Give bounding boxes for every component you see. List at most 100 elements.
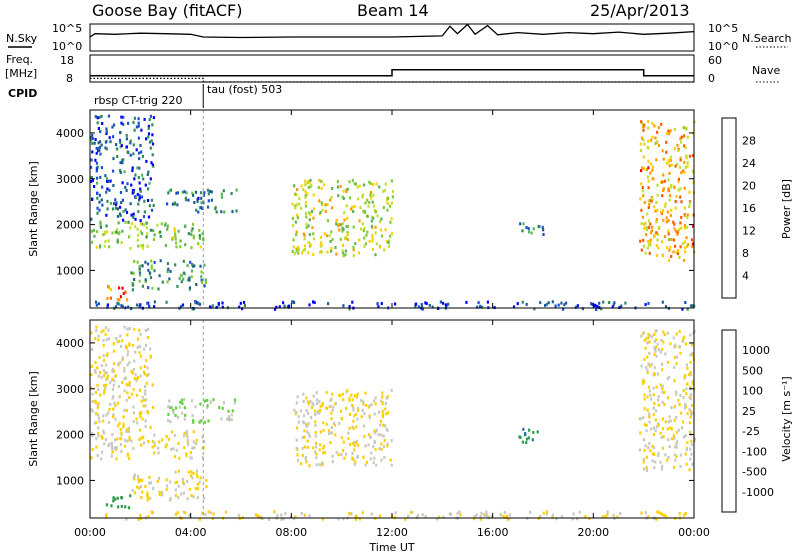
power-cell [119, 171, 122, 174]
power-cell [104, 230, 107, 234]
power-cell [372, 183, 375, 186]
power-cell [199, 245, 202, 249]
power-cell [653, 205, 656, 209]
power-cell [147, 171, 150, 175]
velocity-cell [315, 456, 318, 460]
velocity-cell [473, 514, 476, 518]
power-cell [91, 141, 94, 145]
power-cell [642, 125, 645, 129]
power-cell [442, 301, 445, 305]
velocity-cell [144, 385, 147, 388]
power-cell [230, 192, 233, 195]
velocity-cell [191, 476, 194, 480]
power-cell [447, 302, 450, 306]
power-cell [385, 240, 389, 243]
velocity-cell [205, 478, 208, 482]
velocity-cell [578, 510, 581, 514]
power-cell [184, 196, 187, 200]
power-cell [665, 150, 668, 154]
velocity-cell [194, 405, 197, 409]
power-cell [677, 149, 680, 152]
velocity-cell [654, 349, 657, 353]
velocity-cell [536, 430, 539, 434]
power-cell [655, 231, 658, 235]
velocity-cell [137, 474, 140, 478]
power-cell [297, 245, 300, 249]
velocity-cell [381, 391, 384, 395]
velocity-cell [480, 511, 483, 515]
power-cell [136, 192, 139, 196]
velocity-cell [131, 371, 134, 375]
velocity-cell [345, 452, 348, 456]
velocity-cell [147, 372, 150, 376]
velocity-cell [647, 385, 651, 389]
velocity-cell [383, 438, 386, 442]
velocity-cell [99, 393, 102, 397]
power-cell [324, 209, 327, 213]
power-cell [642, 128, 645, 132]
power-cell [144, 260, 147, 264]
power-cell [198, 234, 201, 238]
power-cell [120, 121, 123, 125]
velocity-cell [653, 352, 656, 356]
velocity-cell [199, 419, 202, 423]
power-cell [679, 245, 682, 249]
power-cell [91, 137, 94, 140]
velocity-cell [153, 433, 156, 437]
power-cell [116, 228, 119, 232]
power-cell [668, 248, 671, 252]
power-cell [191, 191, 194, 195]
velocity-cell [300, 462, 303, 466]
power-cell [106, 187, 109, 191]
power-cell [101, 203, 104, 207]
power-cell [150, 264, 153, 268]
velocity-cell [638, 448, 642, 452]
power-cell [112, 123, 116, 127]
velocity-cell [268, 517, 271, 521]
power-cell [521, 229, 524, 233]
power-cell [143, 210, 146, 214]
velocity-cell [334, 402, 337, 405]
power-cell [303, 237, 306, 241]
power-cell [147, 124, 150, 128]
velocity-cell [144, 484, 147, 488]
velocity-cell [179, 400, 182, 404]
velocity-cell [664, 514, 667, 518]
velocity-cell [421, 513, 424, 517]
power-cell [417, 305, 420, 309]
velocity-cell [362, 424, 366, 428]
velocity-cell [149, 496, 152, 500]
power-cell [369, 191, 373, 194]
power-cell [106, 305, 109, 309]
velocity-cell [100, 457, 103, 461]
power-cell [153, 233, 156, 237]
velocity-cell [385, 427, 388, 431]
velocity-cell [653, 466, 656, 470]
power-cell [650, 197, 654, 201]
power-cell [533, 307, 536, 311]
velocity-cell [129, 494, 132, 498]
velocity-cell [347, 431, 350, 435]
velocity-cell [380, 447, 383, 451]
power-cell [357, 197, 360, 201]
velocity-cell [182, 481, 185, 485]
velocity-cell [424, 514, 427, 518]
power-cell [105, 147, 108, 151]
power-cell [90, 229, 93, 233]
power-cell [383, 248, 386, 252]
power-cell [375, 242, 378, 246]
velocity-cell [528, 428, 531, 432]
power-cell [210, 198, 213, 202]
velocity-cell [96, 383, 99, 387]
power-cell [275, 305, 278, 309]
power-cell [339, 185, 342, 188]
velocity-cell [105, 503, 108, 507]
power-cell [191, 227, 194, 231]
velocity-cell [660, 338, 663, 342]
velocity-cell [110, 504, 113, 508]
power-cell [130, 307, 133, 311]
velocity-cell [367, 433, 370, 437]
power-cell [159, 234, 162, 238]
power-cell [677, 177, 680, 181]
velocity-cell [382, 423, 385, 427]
